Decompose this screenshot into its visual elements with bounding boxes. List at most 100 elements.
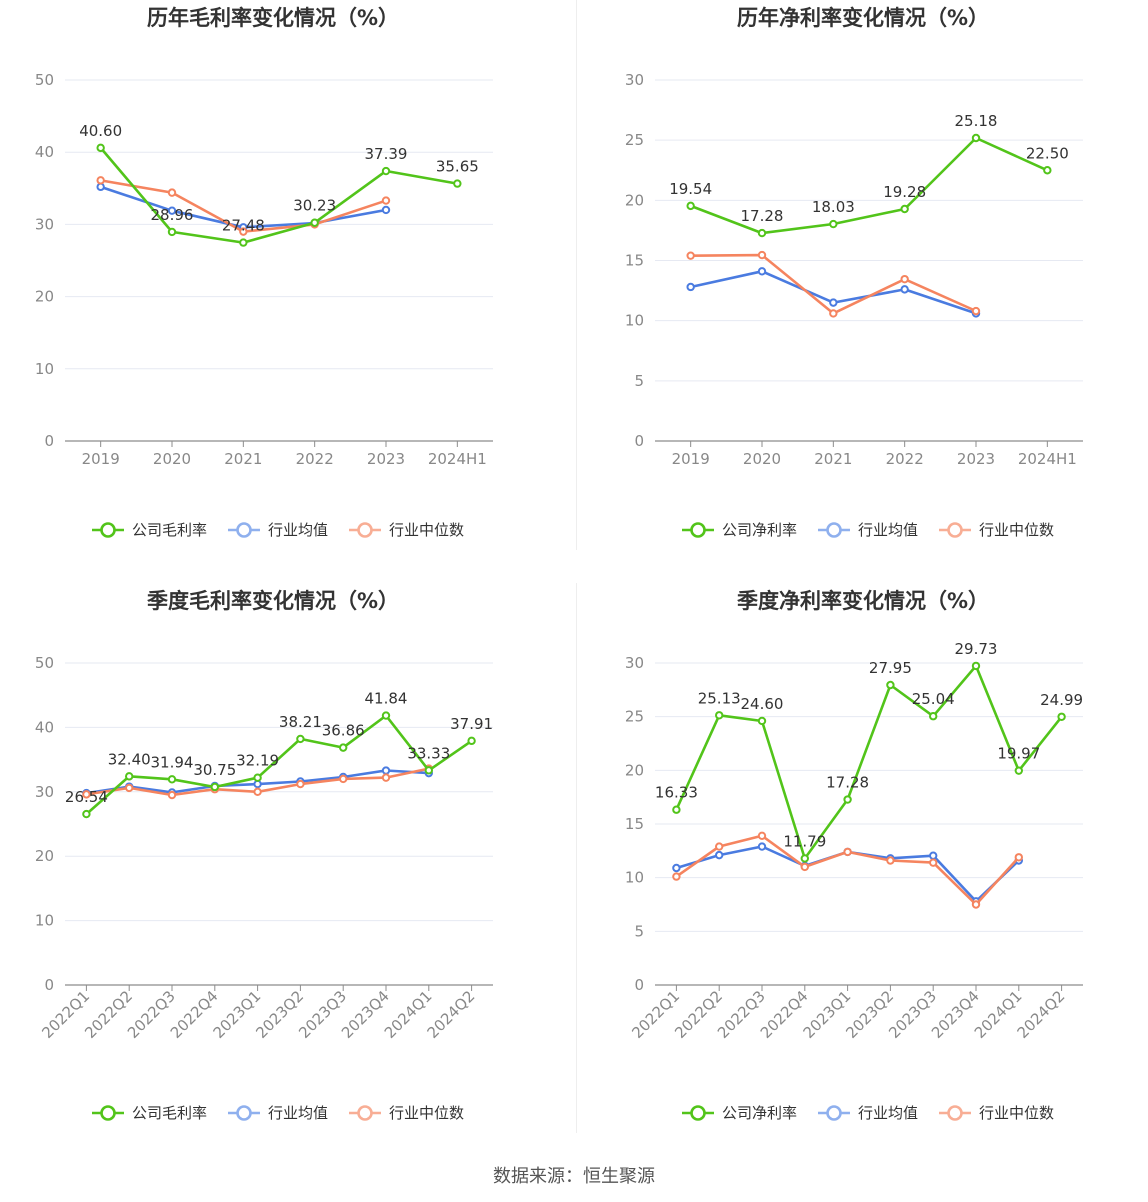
data-label: 25.04 [912, 690, 955, 708]
series-point-2 [757, 831, 767, 841]
series-point-2 [253, 787, 262, 797]
y-tick-label: 20 [35, 288, 54, 306]
data-source-note: 数据来源：恒生聚源 [493, 1166, 655, 1187]
y-tick-label: 20 [35, 847, 54, 865]
series-point-0 [1057, 712, 1066, 721]
legend-label: 行业中位数 [979, 521, 1054, 539]
x-tick-label: 2024H1 [1018, 450, 1077, 468]
chart-svg: 季度毛利率变化情况（%）010203040502022Q12022Q22022Q… [35, 589, 493, 1122]
legend-marker [947, 522, 963, 538]
series-point-1 [96, 182, 105, 192]
quarterly-net-margin-chart: 季度净利率变化情况（%） 0 5 10 15 20 25 30 2022Q1 2022Q2 2022… [590, 583, 1148, 1163]
series-line-2 [675, 834, 1020, 906]
data-label: 40.60 [79, 122, 122, 140]
data-label: 22.50 [1026, 144, 1069, 162]
data-label: 19.28 [883, 183, 926, 201]
data-label: 32.19 [236, 752, 279, 770]
legend-marker [236, 522, 252, 538]
y-tick-label: 40 [35, 143, 54, 161]
series-point-2 [971, 900, 981, 909]
series-point-2 [296, 779, 305, 789]
series-point-0 [239, 238, 248, 247]
data-label: 30.23 [293, 197, 336, 215]
series-point-0 [253, 773, 262, 782]
data-label: 41.84 [365, 690, 408, 708]
x-tick-label: 2020 [153, 450, 191, 468]
data-label: 38.21 [279, 713, 322, 731]
series-point-1 [929, 851, 938, 860]
series-point-0 [900, 204, 909, 214]
x-tick-label: 2019 [672, 450, 710, 468]
data-label: 31.94 [151, 753, 194, 771]
series-point-2 [125, 783, 134, 793]
series-point-0 [167, 775, 177, 784]
series-point-0 [757, 716, 767, 726]
x-tick-label: 2024H1 [428, 450, 487, 468]
y-tick-label: 30 [35, 215, 54, 233]
chart-svg: 季度净利率变化情况（%）0510152025302022Q12022Q22022… [625, 589, 1083, 1122]
series-point-2 [381, 773, 391, 782]
series-point-2 [672, 872, 681, 881]
data-label: 33.33 [407, 744, 450, 762]
legend-label: 行业均值 [268, 521, 328, 539]
legend-label: 行业均值 [858, 521, 918, 539]
annual-gross-margin-chart: 历年毛利率变化情况（%） 0 10 20 30 40 50 2019 2020 2021 2022 2… [0, 0, 574, 580]
y-tick-label: 30 [35, 783, 54, 801]
series-point-1 [757, 267, 767, 276]
legend-marker [826, 1105, 842, 1121]
legend-label: 公司净利率 [722, 521, 797, 539]
legend-marker [690, 522, 706, 538]
legend-label: 行业均值 [268, 1104, 328, 1122]
series-point-2 [686, 251, 695, 260]
x-tick-label: 2024Q2 [1014, 987, 1069, 1042]
legend-marker [357, 1105, 373, 1121]
legend-label: 公司毛利率 [132, 1104, 207, 1122]
series-point-0 [715, 711, 724, 720]
chart-svg: 历年毛利率变化情况（%） 0 10 20 30 40 50 2019 2020 2021 2022 2… [35, 6, 493, 539]
legend-marker [690, 1105, 706, 1121]
data-label: 30.75 [193, 761, 236, 779]
series-point-2 [1014, 853, 1023, 862]
series-line-0 [99, 147, 458, 244]
series-point-2 [381, 196, 391, 205]
y-tick-label: 30 [625, 71, 644, 89]
series-point-2 [900, 274, 909, 284]
series-point-2 [929, 858, 938, 867]
series-point-0 [339, 743, 348, 752]
y-tick-label: 20 [625, 191, 644, 209]
series-point-0 [929, 712, 938, 721]
x-tick-label: 2022 [886, 450, 924, 468]
column-divider-top [576, 0, 577, 550]
x-tick-label: 2024Q2 [424, 987, 479, 1042]
legend-label: 行业中位数 [389, 1104, 464, 1122]
y-tick-label: 5 [634, 372, 644, 390]
series-point-1 [829, 298, 838, 307]
data-label: 11.79 [783, 832, 826, 850]
series-point-2 [757, 250, 767, 260]
legend-label: 公司净利率 [722, 1104, 797, 1122]
series-point-2 [339, 774, 348, 784]
chart-svg: 历年净利率变化情况（%） 0 5 10 15 20 25 30 2019 2020 2021 2022… [625, 6, 1083, 539]
series-point-2 [886, 856, 895, 865]
x-tick-label: 2019 [82, 450, 120, 468]
series-point-0 [96, 143, 105, 153]
legend-marker [100, 1105, 116, 1121]
data-label: 26.54 [65, 788, 108, 806]
annual-net-margin-chart: 历年净利率变化情况（%） 0 5 10 15 20 25 30 2019 2020 2021 2022… [590, 0, 1148, 580]
series-point-0 [800, 854, 810, 863]
series-point-0 [381, 166, 391, 176]
data-label: 37.39 [365, 145, 408, 163]
series-point-0 [453, 179, 462, 188]
legend-marker [236, 1105, 252, 1121]
data-label: 17.28 [826, 774, 869, 792]
legend-label: 公司毛利率 [132, 521, 207, 539]
data-label: 35.65 [436, 158, 479, 176]
data-label: 19.97 [997, 745, 1040, 763]
legend-label: 行业中位数 [389, 521, 464, 539]
data-label: 37.91 [450, 715, 493, 733]
series-point-2 [167, 790, 177, 800]
series-point-0 [310, 218, 319, 227]
series-point-1 [715, 850, 724, 860]
x-tick-label: 2023 [367, 450, 405, 468]
series-point-0 [672, 805, 681, 814]
